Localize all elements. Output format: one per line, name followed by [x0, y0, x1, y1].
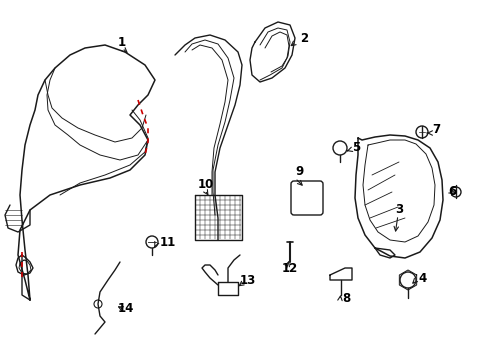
Text: 13: 13 [240, 274, 256, 287]
Text: 12: 12 [282, 261, 298, 274]
Text: 3: 3 [394, 203, 402, 216]
Text: 14: 14 [118, 301, 134, 315]
Text: 1: 1 [118, 36, 126, 49]
Text: 6: 6 [447, 185, 455, 198]
Text: 10: 10 [198, 179, 214, 192]
Text: 9: 9 [294, 166, 303, 179]
Text: 4: 4 [417, 271, 426, 284]
Text: 5: 5 [351, 141, 360, 154]
Text: 8: 8 [341, 292, 349, 305]
FancyBboxPatch shape [290, 181, 323, 215]
Text: 2: 2 [299, 31, 307, 45]
Text: 7: 7 [431, 123, 439, 136]
Text: 11: 11 [160, 235, 176, 248]
